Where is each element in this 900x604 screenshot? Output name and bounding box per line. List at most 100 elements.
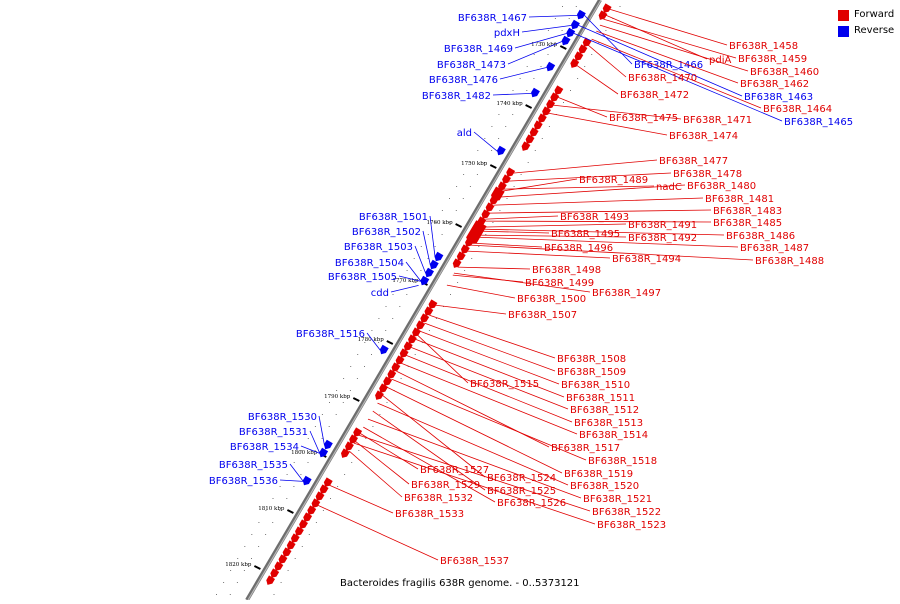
gene-label: pdxH xyxy=(494,28,520,39)
legend-label-forward: Forward xyxy=(854,9,895,20)
forward-gene-arrow xyxy=(452,258,462,268)
forward-gene-label: BF638R_1464 xyxy=(591,38,832,115)
forward-gene-arrow xyxy=(345,441,354,451)
gene-label: pdiA xyxy=(709,55,731,66)
forward-gene-label: BF638R_1499 xyxy=(452,274,594,289)
gene-label: cdd xyxy=(371,288,389,299)
forward-gene-arrow xyxy=(428,299,438,309)
forward-gene-label: BF638R_1498 xyxy=(457,265,601,276)
tick-label: 1730 kbp xyxy=(531,42,558,48)
reverse-gene-label: ald xyxy=(457,128,498,152)
gene-label: BF638R_1535 xyxy=(219,460,288,471)
tick-label: 1800 kbp xyxy=(291,450,318,456)
forward-gene-arrow xyxy=(525,134,535,144)
reverse-gene-arrow xyxy=(319,447,329,458)
tick-label: 1750 kbp xyxy=(461,161,488,167)
forward-gene-arrow xyxy=(278,554,288,564)
forward-gene-arrow xyxy=(319,484,329,494)
forward-gene-label: BF638R_1472 xyxy=(576,64,689,101)
guide-dots xyxy=(216,6,621,595)
forward-gene-label: BF638R_1495 xyxy=(478,229,620,240)
forward-gene-label: BF638R_1480 xyxy=(498,181,756,198)
reverse-gene-arrow xyxy=(571,19,580,30)
reverse-gene-label: BF638R_1535 xyxy=(219,460,304,482)
reverse-gene-label: BF638R_1536 xyxy=(209,476,304,487)
forward-gene-arrow xyxy=(403,341,413,351)
forward-gene-label: BF638R_1520 xyxy=(377,402,639,492)
gene-label: BF638R_1533 xyxy=(395,509,464,520)
tick-label: 1820 kbp xyxy=(225,562,252,568)
forward-gene-label: BF638R_1491 xyxy=(480,220,697,231)
gene-label: BF638R_1459 xyxy=(738,54,807,65)
forward-gene-arrow xyxy=(550,92,560,102)
forward-gene-label: BF638R_1483 xyxy=(489,206,782,217)
forward-gene-arrow xyxy=(502,174,511,184)
gene-label: BF638R_1493 xyxy=(560,212,629,223)
forward-gene-arrow xyxy=(534,120,543,130)
gene-label: BF638R_1494 xyxy=(612,254,681,265)
forward-gene-label: BF638R_1513 xyxy=(405,354,643,429)
gene-label: BF638R_1467 xyxy=(458,13,527,24)
gene-label: BF638R_1465 xyxy=(784,117,853,128)
forward-gene-arrow xyxy=(387,369,397,379)
gene-label: BF638R_1491 xyxy=(628,220,697,231)
reverse-gene-label: BF638R_1516 xyxy=(296,329,381,351)
gene-label: nadC xyxy=(656,182,682,193)
gene-label: BF638R_1532 xyxy=(404,493,473,504)
gene-label: BF638R_1489 xyxy=(579,175,648,186)
forward-gene-arrow xyxy=(491,186,505,202)
reverse-gene-label: BF638R_1469 xyxy=(444,33,568,55)
gene-label: BF638R_1488 xyxy=(755,256,824,267)
forward-gene-label: BF638R_1458 xyxy=(609,8,798,52)
gene-label: BF638R_1469 xyxy=(444,44,513,55)
forward-gene-label: BF638R_1529 xyxy=(354,440,480,491)
forward-gene-label: BF638R_1496 xyxy=(471,242,613,254)
gene-label: BF638R_1499 xyxy=(525,278,594,289)
forward-gene-arrow xyxy=(416,320,426,330)
reverse-gene-arrow xyxy=(324,439,333,450)
gene-label: BF638R_1514 xyxy=(579,430,648,441)
gene-label: BF638R_1526 xyxy=(497,498,566,509)
forward-gene-label: BF638R_1509 xyxy=(424,322,626,378)
tick-label: 1770 kbp xyxy=(392,278,419,284)
reverse-gene-arrow xyxy=(302,475,312,486)
forward-gene-label: BF638R_1510 xyxy=(419,330,630,391)
forward-gene-arrow xyxy=(554,85,564,95)
forward-gene-arrow xyxy=(481,209,491,219)
gene-label: BF638R_1471 xyxy=(683,115,752,126)
tick-1810-kbp: 1810 kbp xyxy=(258,506,294,514)
reverse-gene-arrow xyxy=(561,35,571,46)
forward-gene-label: BF638R_1475 xyxy=(557,96,678,124)
genome-caption: Bacteroides fragilis 638R genome. - 0..5… xyxy=(340,578,580,589)
forward-gene-arrow xyxy=(303,512,313,522)
gene-label: BF638R_1481 xyxy=(705,194,774,205)
gene-label: BF638R_1513 xyxy=(574,418,643,429)
forward-gene-label: BF638R_1500 xyxy=(446,284,586,305)
gene-label: BF638R_1534 xyxy=(230,442,299,453)
forward-gene-arrow xyxy=(598,10,608,20)
gene-label: BF638R_1495 xyxy=(551,229,620,240)
forward-gene-arrow xyxy=(424,306,434,316)
reverse-gene-label: BF638R_1473 xyxy=(437,41,563,71)
reverse-gene-arrow xyxy=(566,27,576,38)
gene-label: BF638R_1509 xyxy=(557,367,626,378)
gene-label: BF638R_1482 xyxy=(422,91,491,102)
gene-label: BF638R_1504 xyxy=(335,258,404,269)
forward-gene-arrow xyxy=(538,113,547,123)
tick-label: 1740 kbp xyxy=(496,101,523,107)
gene-label: BF638R_1530 xyxy=(248,412,317,423)
forward-gene-label: BF638R_1527 xyxy=(359,432,489,476)
reverse-gene-label: BF638R_1466 xyxy=(584,15,703,71)
reverse-gene-arrow xyxy=(531,87,540,98)
tick-label: 1780 kbp xyxy=(358,337,385,343)
reverse-gene-label: BF638R_1505 xyxy=(328,272,422,283)
forward-gene-label: BF638R_1478 xyxy=(508,169,742,182)
forward-gene-arrow xyxy=(578,44,588,54)
tick-label: 1760 kbp xyxy=(426,220,453,226)
reverse-gene-label: BF638R_1501 xyxy=(359,212,436,258)
reverse-gene-label: BF638R_1502 xyxy=(352,227,431,266)
gene-label: BF638R_1463 xyxy=(744,92,813,103)
forward-gene-arrow xyxy=(521,141,531,151)
forward-gene-label: BF638R_1526 xyxy=(363,426,566,509)
